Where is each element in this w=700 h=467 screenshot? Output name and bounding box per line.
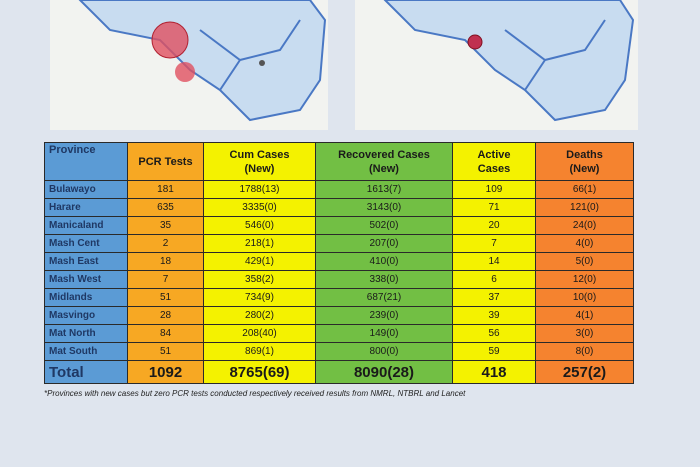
cell: 358(2) [203,270,316,289]
cell: Midlands [44,288,128,307]
data-row: Mat South 51 869(1) 800(0) 59 8(0) [44,342,634,361]
map-right [355,0,638,130]
cell: 14 [452,252,536,271]
cell: 2 [127,234,204,253]
header-cell: Province [44,142,128,181]
cell: 869(1) [203,342,316,361]
cell: Mash Cent [44,234,128,253]
cell: 18 [127,252,204,271]
header-text: (New) [569,162,600,175]
header-text: (New) [244,162,275,175]
cell: 418 [452,360,536,384]
cell: 121(0) [535,198,634,217]
data-row: Bulawayo 181 1788(13) 1613(7) 109 66(1) [44,180,634,199]
cell: Manicaland [44,216,128,235]
cell: 66(1) [535,180,634,199]
header-text: Province [49,144,96,156]
cell: 207(0) [315,234,453,253]
header-text: Active [477,148,511,161]
cell: 410(0) [315,252,453,271]
cell: 7 [127,270,204,289]
cell: 35 [127,216,204,235]
cell: 59 [452,342,536,361]
cell: 800(0) [315,342,453,361]
cell: 28 [127,306,204,325]
cell: 109 [452,180,536,199]
cell: 8765(69) [203,360,316,384]
header-text: Recovered Cases [338,148,430,161]
cell: 218(1) [203,234,316,253]
cell: 8090(28) [315,360,453,384]
cell: 39 [452,306,536,325]
cell: 51 [127,288,204,307]
header-row: Province PCR Tests Cum Cases (New) Recovered… [44,142,634,181]
cell: 3(0) [535,324,634,343]
cell: 280(2) [203,306,316,325]
header-text: (New) [369,162,399,175]
map-left [50,0,328,130]
data-row: Mash East 18 429(1) 410(0) 14 5(0) [44,252,634,271]
cell: 51 [127,342,204,361]
cell: 635 [127,198,204,217]
header-cell: Recovered Cases (New) [315,142,453,181]
cell: 37 [452,288,536,307]
cell: 4(0) [535,234,634,253]
cell: 149(0) [315,324,453,343]
cell: 10(0) [535,288,634,307]
cell: 1092 [127,360,204,384]
cell: 687(21) [315,288,453,307]
header-cell: Deaths (New) [535,142,634,181]
cell: Masvingo [44,306,128,325]
cell: Mash East [44,252,128,271]
header-cell: Cum Cases (New) [203,142,316,181]
cell: 502(0) [315,216,453,235]
data-row: Harare 635 3335(0) 3143(0) 71 121(0) [44,198,634,217]
cell: 3143(0) [315,198,453,217]
header-cell: Active Cases [452,142,536,181]
header-text: PCR Tests [138,155,193,168]
cell: Mat North [44,324,128,343]
data-row: Masvingo 28 280(2) 239(0) 39 4(1) [44,306,634,325]
cell: 12(0) [535,270,634,289]
cell: 71 [452,198,536,217]
data-row: Manicaland 35 546(0) 502(0) 20 24(0) [44,216,634,235]
footnote: *Provinces with new cases but zero PCR t… [44,389,466,398]
cell: 7 [452,234,536,253]
cell: 56 [452,324,536,343]
cell: 1613(7) [315,180,453,199]
header-text: Cum Cases [229,148,290,161]
total-row: Total 1092 8765(69) 8090(28) 418 257(2) [44,360,634,384]
cell: 3335(0) [203,198,316,217]
cell: 8(0) [535,342,634,361]
cell: 257(2) [535,360,634,384]
cell: Harare [44,198,128,217]
cell: 84 [127,324,204,343]
header-text: Deaths [566,148,603,161]
cell: 24(0) [535,216,634,235]
cell: 5(0) [535,252,634,271]
cell: 20 [452,216,536,235]
cell: 4(1) [535,306,634,325]
data-row: Mat North 84 208(40) 149(0) 56 3(0) [44,324,634,343]
cell: 181 [127,180,204,199]
header-text: Cases [477,162,511,175]
cell: 546(0) [203,216,316,235]
cell: 1788(13) [203,180,316,199]
header-cell: PCR Tests [127,142,204,181]
cell: Total [44,360,128,384]
cell: 6 [452,270,536,289]
cell: 429(1) [203,252,316,271]
cell: Mash West [44,270,128,289]
cell: 338(0) [315,270,453,289]
data-row: Mash Cent 2 218(1) 207(0) 7 4(0) [44,234,634,253]
data-row: Midlands 51 734(9) 687(21) 37 10(0) [44,288,634,307]
cell: 734(9) [203,288,316,307]
cell: Bulawayo [44,180,128,199]
cell: 239(0) [315,306,453,325]
cell: Mat South [44,342,128,361]
cell: 208(40) [203,324,316,343]
covid-table: Province PCR Tests Cum Cases (New) Recovered… [44,142,634,384]
data-row: Mash West 7 358(2) 338(0) 6 12(0) [44,270,634,289]
